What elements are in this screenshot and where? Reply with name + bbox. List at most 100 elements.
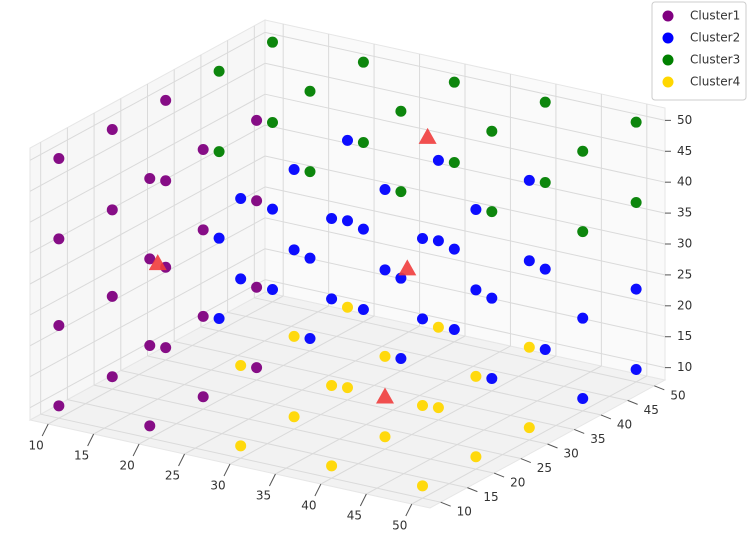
data-point bbox=[448, 157, 460, 169]
z-tick-label: 30 bbox=[677, 237, 692, 251]
grid-line bbox=[67, 399, 468, 489]
x-tick bbox=[405, 503, 413, 517]
x-tick bbox=[314, 483, 322, 497]
data-point bbox=[379, 431, 391, 443]
legend-box bbox=[651, 1, 747, 101]
grid-line bbox=[29, 124, 266, 254]
y-tick-label: 35 bbox=[590, 432, 605, 446]
z-tick-label: 35 bbox=[677, 206, 692, 220]
z-tick-label: 40 bbox=[677, 175, 692, 189]
data-point bbox=[288, 330, 300, 342]
data-point bbox=[144, 420, 156, 432]
data-point bbox=[395, 105, 407, 117]
grid-line bbox=[174, 340, 575, 430]
data-point bbox=[432, 154, 444, 166]
x-tick bbox=[132, 443, 140, 457]
y-tick bbox=[600, 414, 612, 420]
data-point bbox=[106, 371, 118, 383]
data-point bbox=[486, 206, 498, 218]
y-tick bbox=[547, 443, 558, 449]
grid-line bbox=[264, 124, 666, 214]
data-point bbox=[288, 163, 300, 175]
y-tick-label: 25 bbox=[537, 461, 552, 475]
data-point bbox=[342, 215, 353, 227]
y-tick bbox=[467, 487, 478, 493]
y-tick bbox=[440, 501, 451, 507]
data-point bbox=[577, 145, 589, 157]
data-point bbox=[470, 203, 482, 215]
data-point bbox=[577, 226, 589, 238]
data-point bbox=[379, 183, 391, 195]
centroid bbox=[398, 259, 417, 276]
data-point bbox=[630, 363, 642, 375]
grid-line bbox=[29, 248, 266, 378]
grid-line bbox=[227, 311, 628, 401]
grid-line bbox=[200, 326, 602, 416]
legend-label: Cluster2 bbox=[690, 31, 740, 45]
data-point bbox=[213, 146, 225, 158]
z-tick-label: 45 bbox=[677, 144, 692, 158]
y-tick bbox=[493, 472, 505, 478]
data-point bbox=[342, 382, 353, 394]
z-tick-label: 25 bbox=[677, 267, 692, 281]
legend-marker bbox=[662, 32, 674, 44]
data-point bbox=[539, 263, 551, 275]
grid-line bbox=[264, 248, 666, 338]
data-point bbox=[326, 293, 338, 305]
data-point bbox=[288, 411, 300, 423]
data-point bbox=[213, 313, 225, 325]
data-point bbox=[304, 85, 316, 97]
data-point bbox=[523, 255, 535, 267]
data-point bbox=[53, 319, 65, 331]
data-point bbox=[235, 273, 247, 285]
data-point bbox=[197, 391, 209, 403]
x-tick bbox=[359, 493, 367, 507]
data-point bbox=[106, 204, 118, 216]
data-point bbox=[379, 264, 391, 276]
x-tick bbox=[223, 463, 231, 477]
data-point bbox=[470, 370, 482, 382]
data-point bbox=[251, 195, 263, 207]
data-point bbox=[630, 283, 642, 295]
data-point bbox=[144, 173, 156, 185]
data-point bbox=[144, 339, 156, 351]
x-tick-label: 40 bbox=[301, 499, 316, 513]
data-point bbox=[432, 235, 444, 247]
data-point bbox=[432, 402, 444, 414]
data-point bbox=[197, 143, 209, 155]
data-point bbox=[357, 223, 369, 235]
legend-marker bbox=[662, 54, 674, 66]
data-point bbox=[395, 272, 407, 284]
y-tick bbox=[627, 399, 638, 405]
legend-label: Cluster1 bbox=[690, 9, 740, 23]
data-point bbox=[267, 203, 278, 215]
legend-marker bbox=[662, 76, 674, 88]
grid-line bbox=[29, 217, 266, 347]
data-point bbox=[304, 333, 316, 345]
data-point bbox=[160, 94, 172, 106]
centroid bbox=[418, 127, 437, 144]
data-point bbox=[235, 193, 247, 205]
data-point bbox=[486, 373, 498, 385]
data-point bbox=[417, 233, 428, 245]
data-point bbox=[326, 379, 338, 391]
data-point bbox=[106, 290, 118, 302]
grid-line bbox=[264, 217, 666, 307]
grid-line bbox=[264, 155, 666, 245]
data-point bbox=[486, 125, 498, 137]
data-point bbox=[342, 134, 353, 146]
grid-line bbox=[120, 370, 521, 460]
data-point bbox=[235, 359, 247, 371]
data-point bbox=[326, 460, 338, 472]
x-tick-label: 10 bbox=[29, 439, 44, 453]
data-point bbox=[357, 303, 369, 315]
z-tick-label: 50 bbox=[677, 113, 692, 127]
data-point bbox=[251, 114, 263, 126]
data-point bbox=[379, 350, 391, 362]
data-point bbox=[539, 96, 551, 108]
legend-label: Cluster4 bbox=[690, 75, 740, 89]
grid-line bbox=[264, 93, 666, 183]
x-tick bbox=[178, 453, 185, 467]
data-point bbox=[448, 76, 460, 88]
